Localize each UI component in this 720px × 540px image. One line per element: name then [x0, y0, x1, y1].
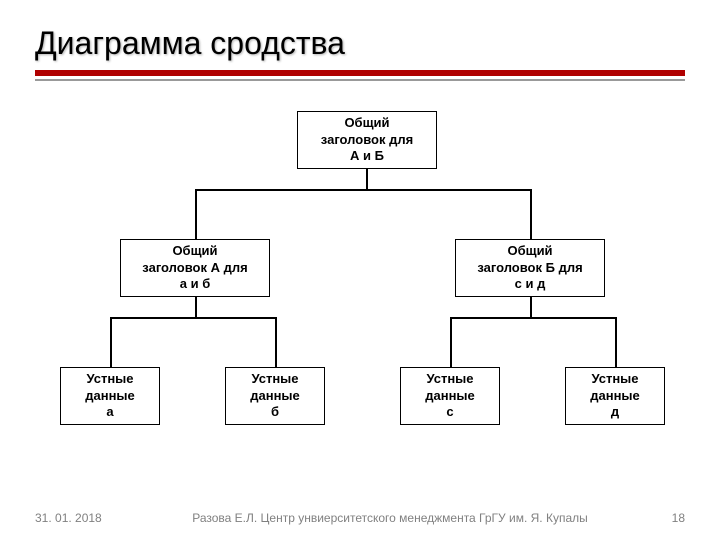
connector	[450, 317, 615, 319]
node-label: Устныеданныес	[425, 371, 475, 422]
node-d: Устныеданныед	[565, 367, 665, 425]
connector	[366, 169, 368, 189]
node-A: Общийзаголовок А дляа и б	[120, 239, 270, 297]
node-label: Общийзаголовок А дляа и б	[142, 243, 247, 294]
footer-center: Разова Е.Л. Центр унвиерситетского менед…	[135, 511, 645, 525]
title-underline-gray	[35, 79, 685, 81]
node-label: Общийзаголовок дляА и Б	[321, 115, 413, 166]
connector	[195, 189, 197, 239]
footer-date: 31. 01. 2018	[35, 511, 135, 525]
affinity-diagram: Общийзаголовок дляА и Б Общийзаголовок А…	[35, 111, 685, 461]
connector	[110, 317, 275, 319]
footer-page-number: 18	[645, 511, 685, 525]
connector	[195, 297, 197, 317]
connector	[275, 317, 277, 367]
node-a: Устныеданныеа	[60, 367, 160, 425]
connector	[530, 297, 532, 317]
title-underline-red	[35, 70, 685, 76]
node-label: Общийзаголовок Б дляс и д	[477, 243, 582, 294]
node-B: Общийзаголовок Б дляс и д	[455, 239, 605, 297]
connector	[110, 317, 112, 367]
node-label: Устныеданныеб	[250, 371, 300, 422]
connector	[450, 317, 452, 367]
connector	[530, 189, 532, 239]
slide: Диаграмма сродства Общийзаголовок дляА и…	[0, 0, 720, 540]
node-label: Устныеданныеа	[85, 371, 135, 422]
node-label: Устныеданныед	[590, 371, 640, 422]
slide-footer: 31. 01. 2018 Разова Е.Л. Центр унвиерсит…	[35, 511, 685, 525]
connector	[615, 317, 617, 367]
node-root: Общийзаголовок дляА и Б	[297, 111, 437, 169]
node-b: Устныеданныеб	[225, 367, 325, 425]
slide-title: Диаграмма сродства	[35, 25, 685, 62]
node-c: Устныеданныес	[400, 367, 500, 425]
connector	[195, 189, 530, 191]
